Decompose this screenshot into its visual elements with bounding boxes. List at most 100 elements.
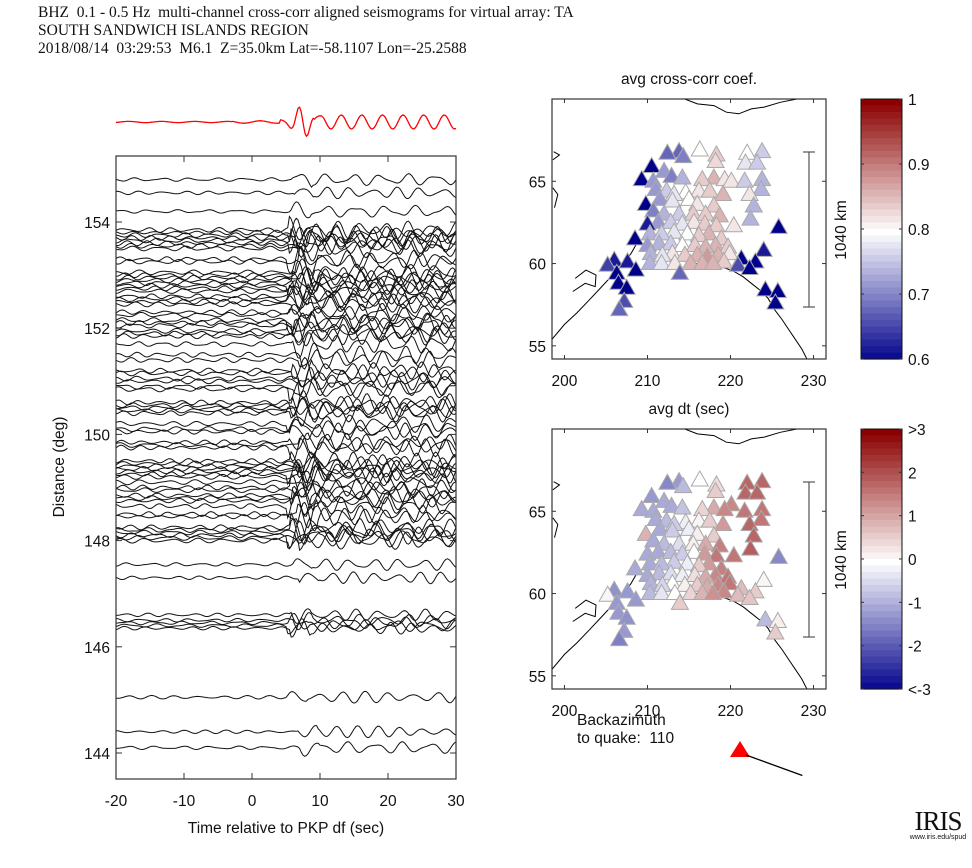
seismogram-trace	[116, 369, 456, 388]
colorbar-tick-label: 0.8	[908, 222, 930, 239]
station-marker	[618, 581, 637, 599]
station-marker	[756, 609, 775, 627]
backazimuth-value: to quake: 110	[577, 730, 675, 747]
seismogram-trace	[116, 227, 456, 259]
seismogram-trace	[116, 342, 456, 370]
map-group	[552, 99, 808, 359]
x-tick-label: 220	[718, 373, 744, 390]
station-marker	[704, 195, 724, 213]
colorbar-segment	[861, 507, 902, 515]
seismogram-trace	[116, 290, 456, 315]
seismogram-trace	[116, 470, 456, 498]
colorbar-tick-label: 0	[908, 552, 917, 569]
station-marker	[706, 481, 725, 499]
station-marker	[626, 260, 646, 277]
colorbar-segment	[861, 617, 902, 625]
colorbar-segment	[861, 656, 902, 664]
iris-logo[interactable]: IRIS www.iris.edu/spud	[908, 808, 968, 842]
seismogram-trace	[116, 403, 456, 427]
station-marker	[756, 279, 775, 297]
station-marker	[617, 278, 637, 295]
colorbar-segment	[861, 455, 902, 463]
station-marker	[754, 570, 774, 587]
y-tick-label: 60	[529, 257, 547, 274]
seismogram-trace	[116, 234, 456, 255]
seismogram-trace	[116, 725, 456, 739]
seismogram-trace	[116, 247, 456, 276]
x-tick-label: 30	[447, 793, 465, 810]
station-marker	[713, 514, 733, 531]
seismogram-trace	[116, 478, 456, 500]
station-marker	[636, 524, 656, 541]
colorbar-segment	[861, 248, 902, 256]
station-marker	[704, 167, 724, 185]
map-x-axis-label: avg dt (sec)	[649, 401, 730, 418]
y-tick-label: 55	[529, 339, 546, 356]
colorbar-tick-label: <-3	[908, 682, 931, 699]
colorbar-segment	[861, 190, 902, 198]
x-tick-label: 220	[718, 703, 744, 720]
coastline	[684, 429, 797, 445]
colorbar-segment	[861, 643, 902, 651]
seismogram-trace	[116, 511, 456, 542]
colorbar-segment	[861, 222, 902, 230]
y-axis-label: Distance (deg)	[51, 417, 68, 518]
colorbar-segment	[861, 125, 902, 133]
seismogram-trace	[116, 485, 456, 516]
seismogram-trace	[116, 215, 456, 241]
colorbar-segment	[861, 546, 902, 554]
seismogram-trace	[116, 217, 456, 248]
seismogram-trace	[116, 481, 456, 510]
x-tick-label: 230	[801, 703, 827, 720]
coastline	[552, 187, 559, 208]
colorbar-segment	[861, 294, 902, 302]
station-marker	[648, 212, 668, 229]
station-marker	[652, 253, 671, 271]
station-marker	[754, 240, 774, 257]
y-tick-label: 60	[529, 587, 547, 604]
x-axis-label: Time relative to PKP df (sec)	[188, 820, 384, 837]
seismogram-trace	[116, 418, 456, 439]
colorbar-segment	[861, 474, 902, 482]
station-marker	[640, 253, 660, 271]
colorbar-segment	[861, 481, 902, 489]
station-marker	[684, 542, 704, 559]
station-marker	[663, 191, 682, 208]
colorbar-segment	[861, 611, 902, 619]
seismogram-trace	[116, 528, 456, 552]
colorbar-segment	[861, 151, 902, 159]
station-marker	[700, 181, 720, 198]
x-tick-label: 10	[311, 793, 329, 810]
station-marker	[618, 251, 637, 269]
colorbar-segment	[861, 682, 902, 690]
colorbar-segment	[861, 520, 902, 528]
seismogram-trace	[116, 432, 456, 452]
station-marker	[741, 209, 760, 226]
seismogram-trace	[116, 305, 456, 329]
y-tick-label: 154	[84, 215, 110, 232]
colorbar-segment	[861, 170, 902, 178]
colorbar-tick-label: 0.7	[908, 287, 930, 304]
stack-trace	[115, 106, 457, 138]
colorbar-segment	[861, 591, 902, 599]
seismogram-trace	[116, 186, 456, 200]
colorbar-tick-label: 2	[908, 465, 917, 482]
station-marker	[664, 552, 684, 569]
seismogram-trace	[116, 501, 456, 532]
station-marker	[715, 499, 735, 517]
seismogram-trace	[116, 450, 456, 471]
colorbar-segment	[861, 320, 902, 328]
colorbar-segment	[861, 196, 902, 204]
colorbar-segment	[861, 261, 902, 269]
station-marker	[649, 563, 669, 581]
scale-bar-label: 1040 km	[833, 200, 850, 259]
station-marker	[642, 156, 661, 173]
station-marker	[713, 184, 733, 201]
y-tick-label: 152	[84, 321, 110, 338]
station-marker	[714, 581, 734, 599]
seismogram-trace	[116, 226, 456, 255]
station-marker	[625, 228, 645, 246]
station-marker	[658, 473, 677, 490]
colorbar-segment	[861, 539, 902, 547]
station-marker	[663, 521, 682, 538]
